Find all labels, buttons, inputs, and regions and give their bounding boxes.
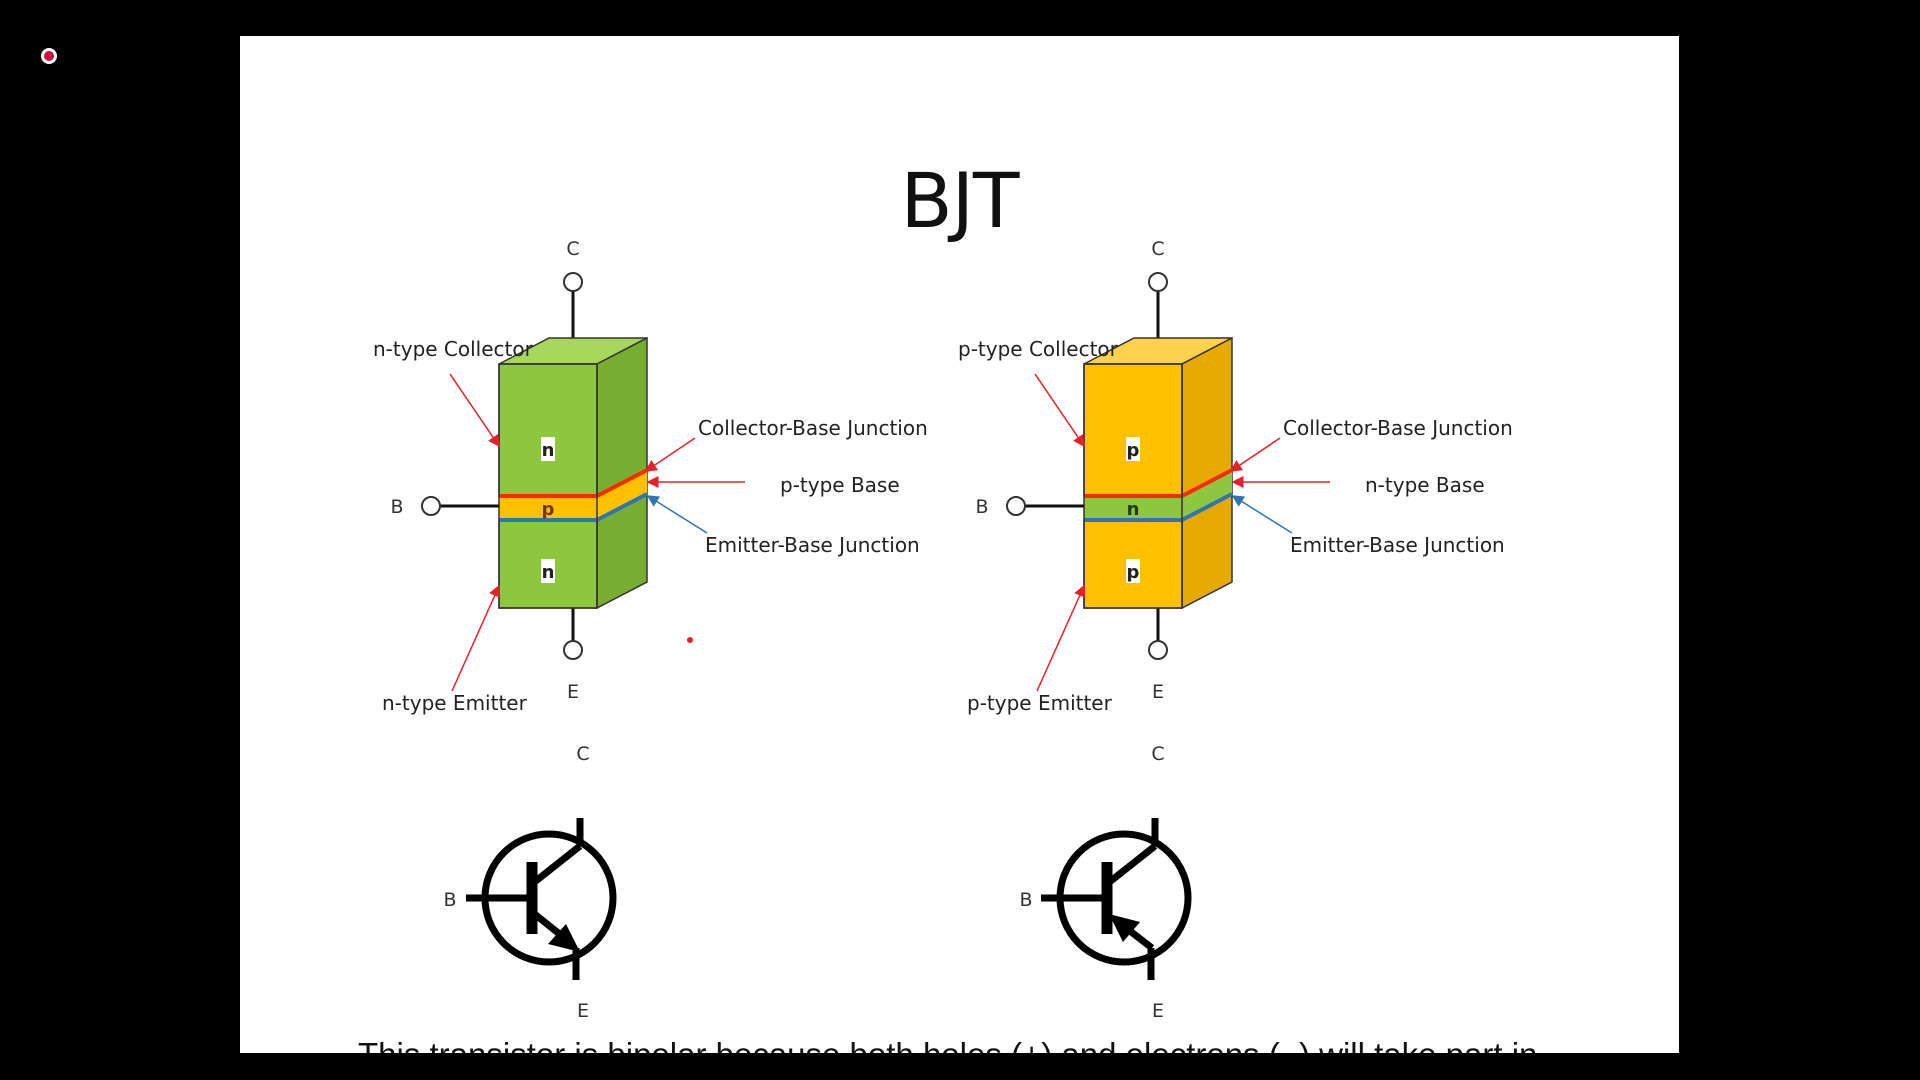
pnp-base-side [1182, 470, 1232, 520]
pnp-label-collector: p-type Collector [958, 337, 1119, 361]
pnp-block: C E p n p B [958, 238, 1513, 715]
npn-block: C E n [373, 238, 928, 715]
npn-base-side [597, 470, 647, 520]
pnp-terminal-b: B [975, 496, 988, 518]
slide: BJT C E [240, 36, 1679, 1053]
top-bar [0, 0, 1920, 26]
pnp-base-terminal[interactable] [1006, 496, 1026, 516]
slide-title: BJT [900, 156, 1020, 245]
npn-terminal-e: E [567, 681, 579, 703]
npn-base-terminal[interactable] [421, 496, 441, 516]
npn-symbol-b: B [443, 889, 456, 911]
npn-eb-arrow [646, 495, 708, 534]
pnp-cb-arrow [1229, 437, 1281, 472]
pointer-dot [687, 637, 693, 643]
pnp-layer-bottom: p [1127, 562, 1140, 583]
npn-collector-terminal[interactable] [563, 272, 583, 292]
pnp-emitter-terminal[interactable] [1148, 640, 1168, 660]
npn-label-emitter: n-type Emitter [382, 691, 528, 715]
pnp-collector-region [1083, 363, 1183, 497]
pnp-terminal-e: E [1152, 681, 1164, 703]
npn-layer-bottom-bg [541, 559, 555, 583]
pnp-collector-arrow [1034, 373, 1085, 448]
npn-layer-bottom: n [542, 562, 555, 583]
pnp-label-emitter: p-type Emitter [967, 691, 1113, 715]
pnp-layer-top-bg [1126, 437, 1140, 461]
pnp-layer-top: p [1127, 440, 1140, 461]
pnp-schematic-symbol: C B E [1019, 743, 1192, 1022]
npn-label-collector: n-type Collector [373, 337, 534, 361]
npn-emitter-terminal[interactable] [563, 640, 583, 660]
pnp-symbol-c: C [1151, 743, 1164, 765]
pnp-emitter-arrow-icon [1109, 914, 1140, 942]
npn-emitter-arrow [451, 584, 501, 692]
npn-collector-region [498, 363, 598, 497]
bjt-diagram: C E n [373, 238, 1513, 1022]
pnp-symbol-b: B [1019, 889, 1032, 911]
npn-label-base: p-type Base [780, 473, 900, 497]
npn-label-cb-junction: Collector-Base Junction [698, 416, 928, 440]
npn-label-eb-junction: Emitter-Base Junction [705, 533, 920, 557]
pnp-emitter-arrow [1036, 584, 1086, 692]
npn-base-region [499, 496, 597, 520]
pnp-eb-arrow [1231, 495, 1293, 534]
npn-terminal-c: C [566, 238, 579, 260]
pnp-base-region [1084, 496, 1182, 520]
npn-schematic-symbol: C B E [443, 743, 617, 1022]
npn-layer-top-bg [541, 437, 555, 461]
pnp-symbol-e: E [1152, 1000, 1164, 1022]
npn-layer-mid: p [542, 499, 555, 520]
npn-symbol-c: C [576, 743, 589, 765]
pnp-label-base: n-type Base [1365, 473, 1485, 497]
pnp-layer-bottom-bg [1126, 559, 1140, 583]
npn-terminal-b: B [390, 496, 403, 518]
npn-collector-arrow [449, 373, 500, 448]
npn-emitter-arrow-icon [548, 924, 580, 952]
npn-layer-top: n [542, 440, 555, 461]
pnp-collector-terminal[interactable] [1148, 272, 1168, 292]
npn-symbol-e: E [577, 1000, 589, 1022]
npn-cb-arrow [644, 437, 696, 472]
pnp-label-eb-junction: Emitter-Base Junction [1290, 533, 1505, 557]
pnp-terminal-c: C [1151, 238, 1164, 260]
pnp-label-cb-junction: Collector-Base Junction [1283, 416, 1513, 440]
pnp-layer-mid: n [1127, 499, 1140, 520]
slide-caption: This transistor is bipolar because both … [358, 1036, 1658, 1053]
record-indicator-icon[interactable] [41, 48, 57, 64]
